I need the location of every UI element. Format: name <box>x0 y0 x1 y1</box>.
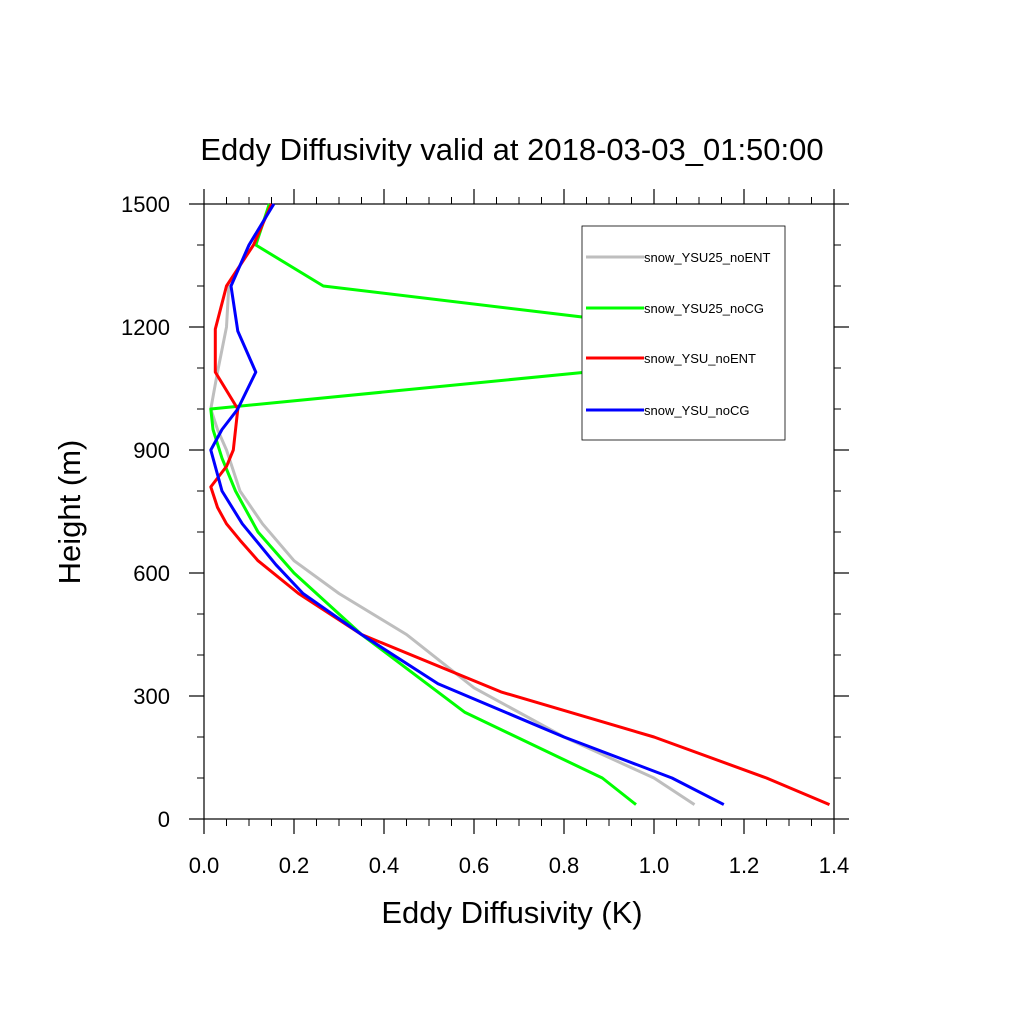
y-axis-label: Height (m) <box>52 440 87 585</box>
tick-labels: 0.0 0.2 0.4 0.6 0.8 1.0 1.2 1.4 0 300 600 900 1200 15… <box>121 192 849 878</box>
x-tick-label: 0.4 <box>369 853 400 878</box>
x-tick-label: 1.2 <box>729 853 760 878</box>
legend: snow_YSU25_noENT snow_YSU25_noCG snow_YSU_… <box>581 225 786 441</box>
series-line-snow_YSU25_noCG <box>209 203 685 806</box>
y-tick-label: 1500 <box>121 192 170 217</box>
plot-area: 0.0 0.2 0.4 0.6 0.8 1.0 1.2 1.4 0 300 600 900 1200 15… <box>121 189 849 878</box>
x-tick-label: 0.2 <box>279 853 310 878</box>
legend-items: snow_YSU25_noENT snow_YSU25_noCG snow_YSU_… <box>586 250 771 418</box>
y-tick-label: 1200 <box>121 315 170 340</box>
y-tick-label: 300 <box>133 684 170 709</box>
series-line-snow_YSU_noCG <box>209 203 725 806</box>
x-tick-label: 0.6 <box>459 853 490 878</box>
chart-title: Eddy Diffusivity valid at 2018-03-03_01:… <box>200 132 823 167</box>
legend-label: snow_YSU_noENT <box>644 351 756 366</box>
y-tick-label: 0 <box>158 807 170 832</box>
x-axis-label: Eddy Diffusivity (K) <box>381 895 642 930</box>
axis-ticks <box>189 189 849 834</box>
series-line-snow_YSU_noENT <box>209 203 831 806</box>
series-line-snow_YSU25_noENT <box>209 203 696 806</box>
series-lines <box>209 203 831 806</box>
y-tick-label: 900 <box>133 438 170 463</box>
legend-label: snow_YSU25_noCG <box>644 301 764 316</box>
x-tick-label: 0.0 <box>189 853 220 878</box>
legend-box <box>581 225 786 441</box>
y-tick-label: 600 <box>133 561 170 586</box>
x-tick-label: 1.0 <box>639 853 670 878</box>
x-tick-label: 0.8 <box>549 853 580 878</box>
legend-label: snow_YSU25_noENT <box>644 250 771 265</box>
x-tick-label: 1.4 <box>819 853 850 878</box>
legend-label: snow_YSU_noCG <box>644 403 750 418</box>
